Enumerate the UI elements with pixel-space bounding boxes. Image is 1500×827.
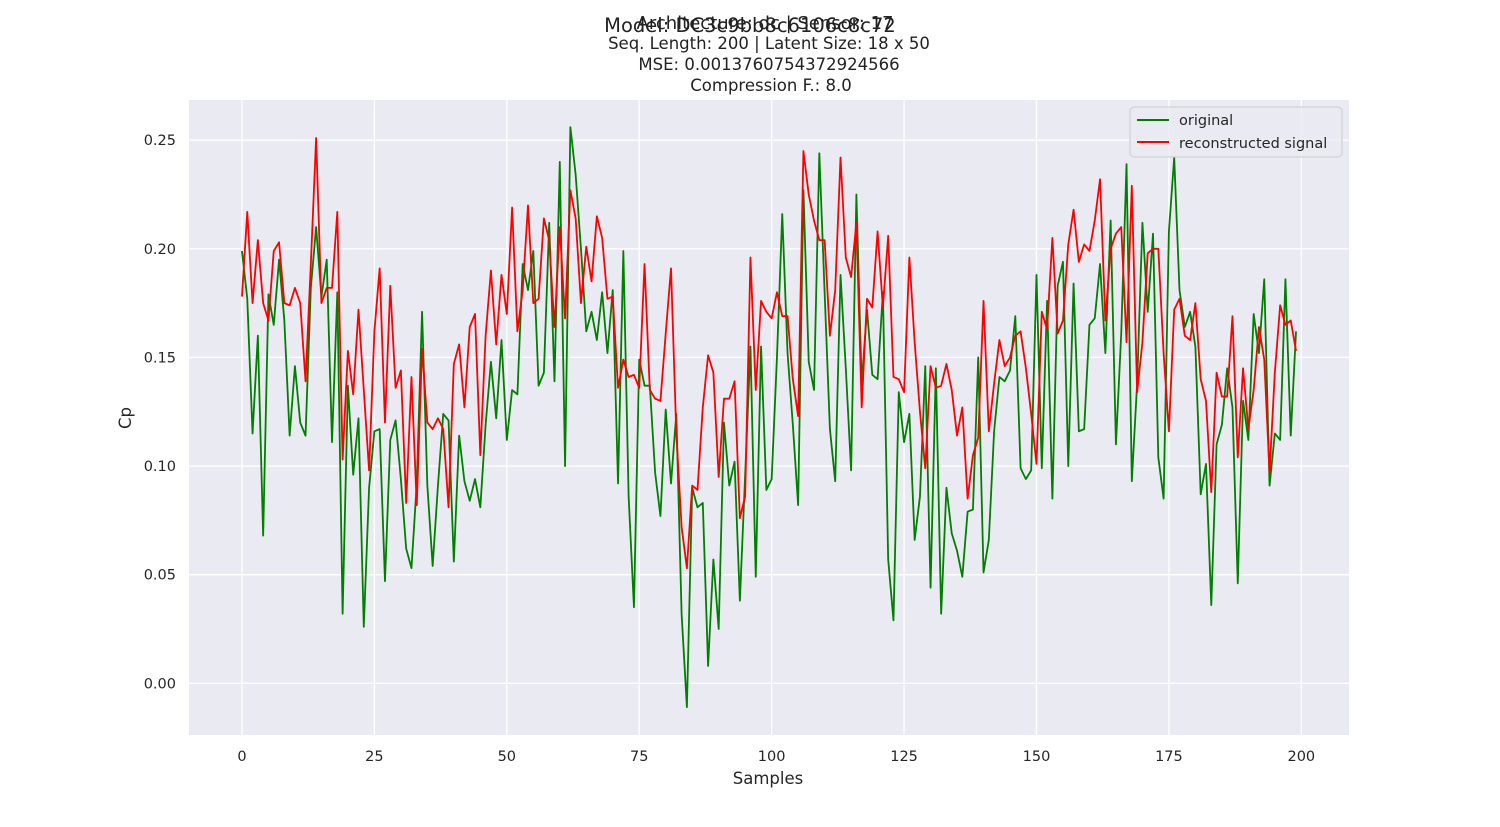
- plot-background: [189, 100, 1349, 735]
- series-lines: [241, 126, 1297, 709]
- x-tick-labels: 0 25 50 75 100 125 150 175 200: [237, 749, 1315, 765]
- y-tick-labels: 0.00 0.05 0.10 0.15 0.20 0.25: [144, 133, 176, 692]
- x-tick-label: 100: [758, 749, 786, 765]
- legend: original reconstructed signal: [1129, 106, 1343, 158]
- x-axis-label: Samples: [733, 769, 803, 788]
- x-tick-label: 25: [365, 749, 383, 765]
- y-tick-label: 0.25: [144, 133, 176, 149]
- x-tick-label: 75: [630, 749, 648, 765]
- seq-length-title: Seq. Length: 200 | Latent Size: 18 x 50: [608, 34, 930, 53]
- x-tick-label: 175: [1155, 749, 1183, 765]
- y-tick-label: 0.20: [144, 242, 176, 258]
- legend-reconstructed-label: reconstructed signal: [1179, 136, 1327, 152]
- mse-title: MSE: 0.0013760754372924566: [638, 55, 899, 74]
- x-tick-label: 150: [1023, 749, 1051, 765]
- y-tick-label: 0.10: [144, 459, 176, 475]
- x-tick-label: 50: [498, 749, 516, 765]
- architecture-title: Architecture: dc | Sensor: 17: [637, 13, 894, 34]
- grid: [189, 100, 1349, 735]
- x-tick-label: 200: [1287, 749, 1315, 765]
- reconstructed-series-line: [241, 137, 1297, 570]
- x-tick-label: 125: [890, 749, 918, 765]
- model-title: Model: DC3c9bb8c6106c8c72: [604, 14, 896, 37]
- legend-original-label: original: [1179, 113, 1233, 129]
- y-tick-label: 0.15: [144, 350, 176, 366]
- plot-area: 0 25 50 75 100 125 150 175 200 0.000.050.100.150…: [144, 100, 1349, 765]
- y-tick-label: 0.00: [144, 676, 176, 692]
- x-tick-label: 0: [237, 749, 246, 765]
- y-tick-label: 0.05: [144, 568, 176, 584]
- compression-title: Compression F.: 8.0: [690, 76, 851, 95]
- y-axis-label: Cp: [116, 407, 135, 429]
- legend-box: [1129, 106, 1343, 158]
